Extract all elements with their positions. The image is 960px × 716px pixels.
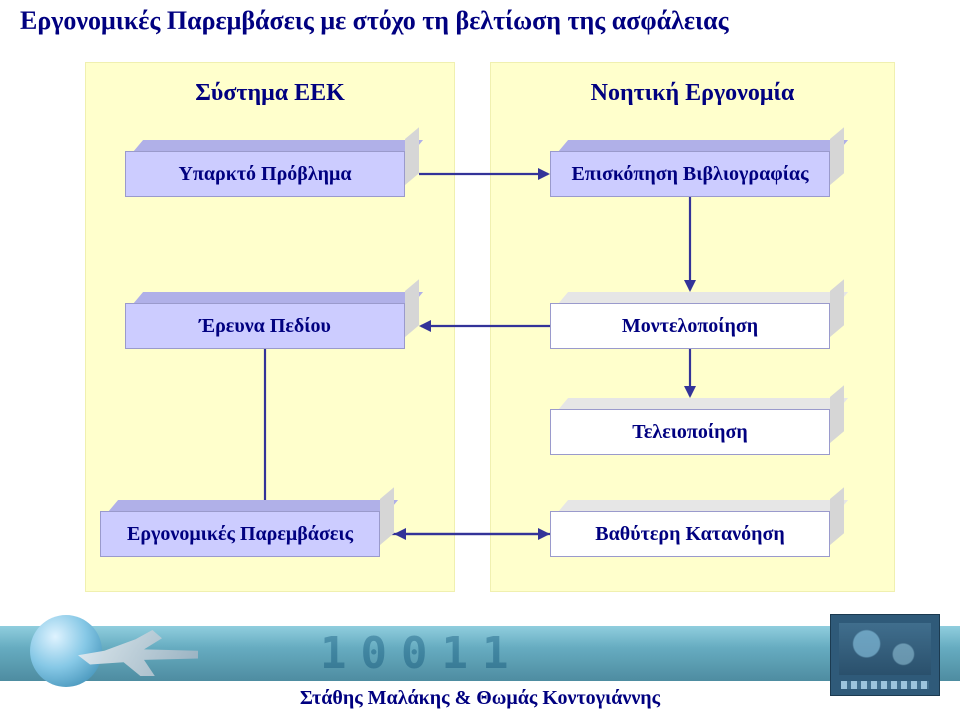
right-column-header: Νοητική Εργονομία: [490, 80, 895, 107]
flowchart-box-label: Εργονομικές Παρεμβάσεις: [100, 511, 380, 557]
footer-binary-deco: 10011: [320, 628, 780, 678]
flowchart-box-label: Τελειοποίηση: [550, 409, 830, 455]
flowchart-box-label: Έρευνα Πεδίου: [125, 303, 405, 349]
flowchart-box-b2: Επισκόπηση Βιβλιογραφίας: [550, 140, 830, 186]
flowchart-box-label: Επισκόπηση Βιβλιογραφίας: [550, 151, 830, 197]
flowchart-box-label: Βαθύτερη Κατανόηση: [550, 511, 830, 557]
flowchart-box-b1: Υπαρκτό Πρόβλημα: [125, 140, 405, 186]
flowchart-box-b7: Βαθύτερη Κατανόηση: [550, 500, 830, 546]
flowchart-box-b5: Τελειοποίηση: [550, 398, 830, 444]
flowchart-box-b6: Εργονομικές Παρεμβάσεις: [100, 500, 380, 546]
footer-globe-plane-deco: [30, 610, 230, 690]
footer-authors: Στάθης Μαλάκης & Θωμάς Κοντογιάννης: [0, 687, 960, 710]
flowchart-box-b4: Μοντελοποίηση: [550, 292, 830, 338]
flowchart-box-label: Υπαρκτό Πρόβλημα: [125, 151, 405, 197]
page-title: Εργονομικές Παρεμβάσεις με στόχο τη βελτ…: [20, 6, 729, 36]
flowchart-box-label: Μοντελοποίηση: [550, 303, 830, 349]
footer-thumbnail-deco: [830, 614, 940, 696]
flowchart-box-b3: Έρευνα Πεδίου: [125, 292, 405, 338]
footer-band: 10011 Στάθης Μαλάκης & Θωμάς Κοντογιάννη…: [0, 616, 960, 716]
left-column-header: Σύστημα ΕΕΚ: [85, 80, 455, 107]
